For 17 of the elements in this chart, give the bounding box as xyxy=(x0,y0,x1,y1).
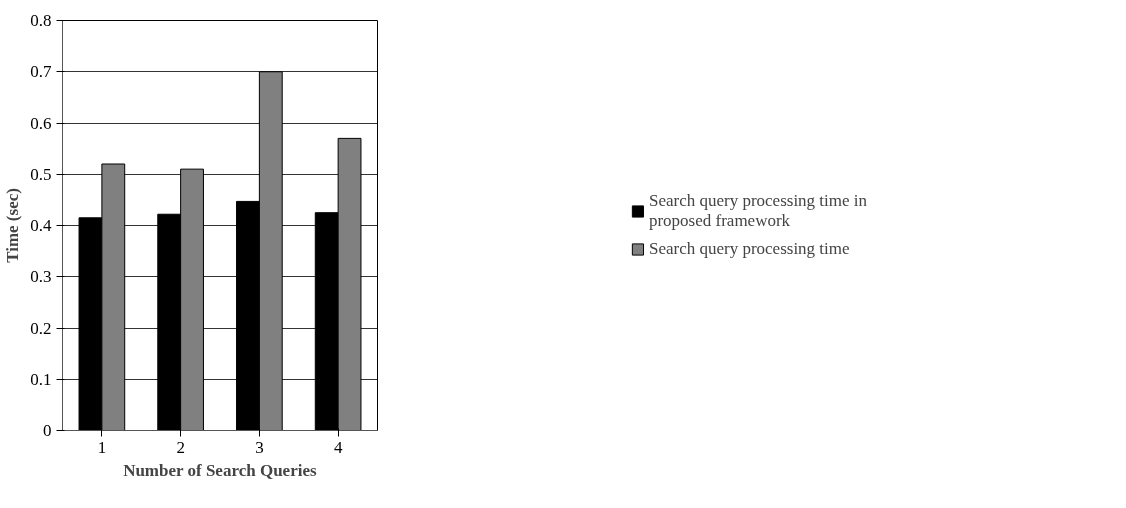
y-tick-label: 0.5 xyxy=(30,164,52,184)
legend-label: Search query processing time xyxy=(648,239,850,259)
legend-label: Search query processing time in proposed framework xyxy=(648,191,868,231)
x-tick-label: 3 xyxy=(255,437,264,457)
y-tick-label: 0.6 xyxy=(30,113,52,133)
y-tick-label: 0.3 xyxy=(30,267,52,287)
x-axis-title: Number of Search Queries xyxy=(123,460,317,480)
x-tick-label: 1 xyxy=(97,437,107,457)
x-tick-label: 4 xyxy=(333,437,343,457)
y-tick-label: 0.1 xyxy=(30,369,52,389)
y-axis-title: Time (sec) xyxy=(3,188,23,263)
y-tick-label: 0.4 xyxy=(30,216,52,235)
y-tick-label: 0.8 xyxy=(30,11,52,30)
y-tick-label: 0 xyxy=(43,421,52,440)
y-tick-label: 0.7 xyxy=(30,62,52,82)
y-tick-label: 0.2 xyxy=(30,318,52,338)
x-tick-label: 2 xyxy=(176,437,185,457)
